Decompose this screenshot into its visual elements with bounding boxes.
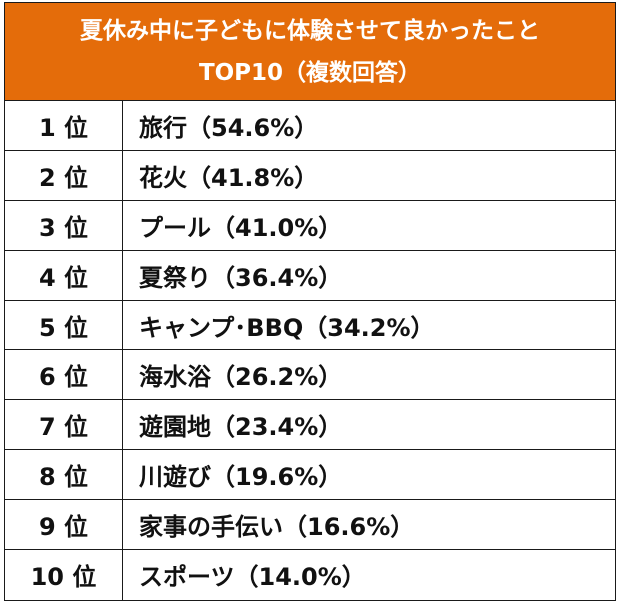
table-row: 7 位 遊園地（23.4%） xyxy=(5,400,615,451)
item-cell: キャンプ･BBQ（34.2%） xyxy=(139,313,435,342)
item-cell: 川遊び（19.6%） xyxy=(139,463,343,492)
table-row: 9 位 家事の手伝い（16.6%） xyxy=(5,500,615,551)
table-row: 4 位 夏祭り（36.4%） xyxy=(5,250,615,301)
rank-cell: 1 位 xyxy=(5,101,123,150)
table-row: 3 位 プール（41.0%） xyxy=(5,200,615,251)
rank-cell: 9 位 xyxy=(5,500,123,550)
item-cell: 遊園地（23.4%） xyxy=(139,413,343,442)
item-cell: 夏祭り（36.4%） xyxy=(139,263,343,292)
table-row: 5 位 キャンプ･BBQ（34.2%） xyxy=(5,300,615,351)
table-title-line-1: 夏休み中に子どもに体験させて良かったこと xyxy=(80,17,540,44)
table-row: 8 位 川遊び（19.6%） xyxy=(5,450,615,501)
item-cell: 家事の手伝い（16.6%） xyxy=(139,513,415,542)
table-row: 1 位 旅行（54.6%） xyxy=(5,101,615,151)
table-row: 10 位 スポーツ（14.0%） xyxy=(5,550,615,600)
rank-cell: 3 位 xyxy=(5,200,123,250)
rank-cell: 5 位 xyxy=(5,300,123,350)
rank-cell: 2 位 xyxy=(5,150,123,200)
rank-cell: 6 位 xyxy=(5,350,123,400)
rank-cell: 8 位 xyxy=(5,450,123,500)
ranking-table: 夏休み中に子どもに体験させて良かったこと TOP10（複数回答） 1 位 旅行（… xyxy=(4,2,616,601)
rank-cell: 4 位 xyxy=(5,250,123,300)
item-cell: 花火（41.8%） xyxy=(139,163,319,192)
item-cell: 旅行（54.6%） xyxy=(139,113,319,142)
table-title-line-2: TOP10（複数回答） xyxy=(198,59,422,86)
item-cell: スポーツ（14.0%） xyxy=(139,563,366,592)
table-row: 2 位 花火（41.8%） xyxy=(5,150,615,201)
table-row: 6 位 海水浴（26.2%） xyxy=(5,350,615,401)
table-header: 夏休み中に子どもに体験させて良かったこと TOP10（複数回答） xyxy=(5,3,615,101)
rank-cell: 7 位 xyxy=(5,400,123,450)
item-cell: プール（41.0%） xyxy=(139,213,343,242)
item-cell: 海水浴（26.2%） xyxy=(139,363,343,392)
rank-cell: 10 位 xyxy=(5,550,123,600)
